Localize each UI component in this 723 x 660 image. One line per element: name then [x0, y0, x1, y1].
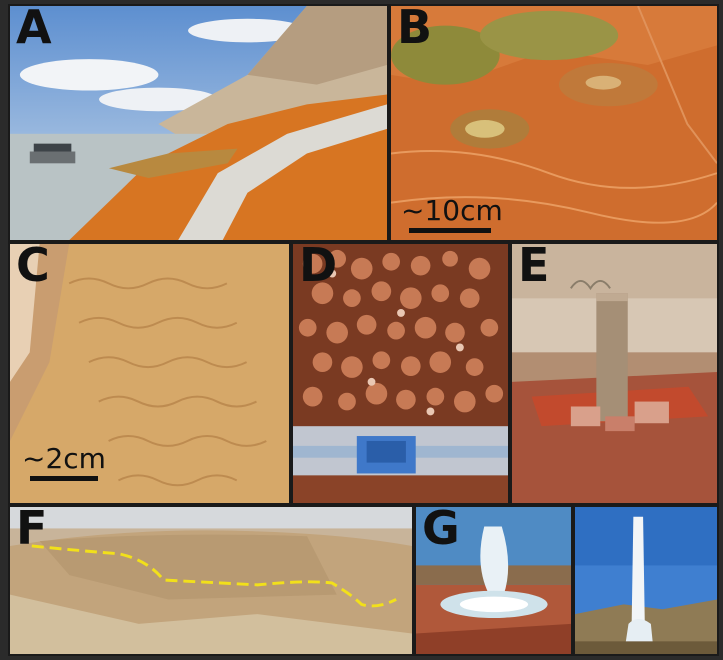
panel-f-label: F: [16, 505, 47, 555]
panel-e: E: [510, 242, 719, 505]
panel-g-photo-right: [575, 507, 717, 654]
panel-c-scale-bar: [30, 476, 98, 481]
panel-b-scale-label: ~10cm: [401, 194, 503, 227]
panel-g-label: G: [422, 505, 460, 555]
panel-f-photo: [10, 507, 412, 654]
panel-b-photo: [391, 6, 717, 240]
panel-d: D: [291, 242, 510, 505]
panel-b-label: B: [397, 4, 432, 54]
panel-a: A: [8, 4, 389, 242]
dashed-contact-line: [31, 544, 397, 608]
panel-e-label: E: [518, 242, 549, 292]
panel-d-label: D: [299, 242, 337, 292]
panel-b: B ~10cm: [389, 4, 719, 242]
panel-f: F: [8, 505, 414, 656]
panel-g: G: [414, 505, 573, 656]
panel-e-photo: [512, 244, 717, 503]
panel-c: C ~2cm: [8, 242, 291, 505]
panel-a-label: A: [16, 4, 52, 54]
panel-g-photo-left: [416, 507, 571, 654]
panel-a-photo: [10, 6, 387, 240]
panel-c-photo: [10, 244, 289, 503]
panel-b-scale-bar: [409, 228, 491, 233]
panel-c-label: C: [16, 242, 50, 292]
panel-c-scale-label: ~2cm: [22, 442, 106, 475]
panel-d-photo: [293, 244, 508, 503]
panel-g-right: [573, 505, 719, 656]
